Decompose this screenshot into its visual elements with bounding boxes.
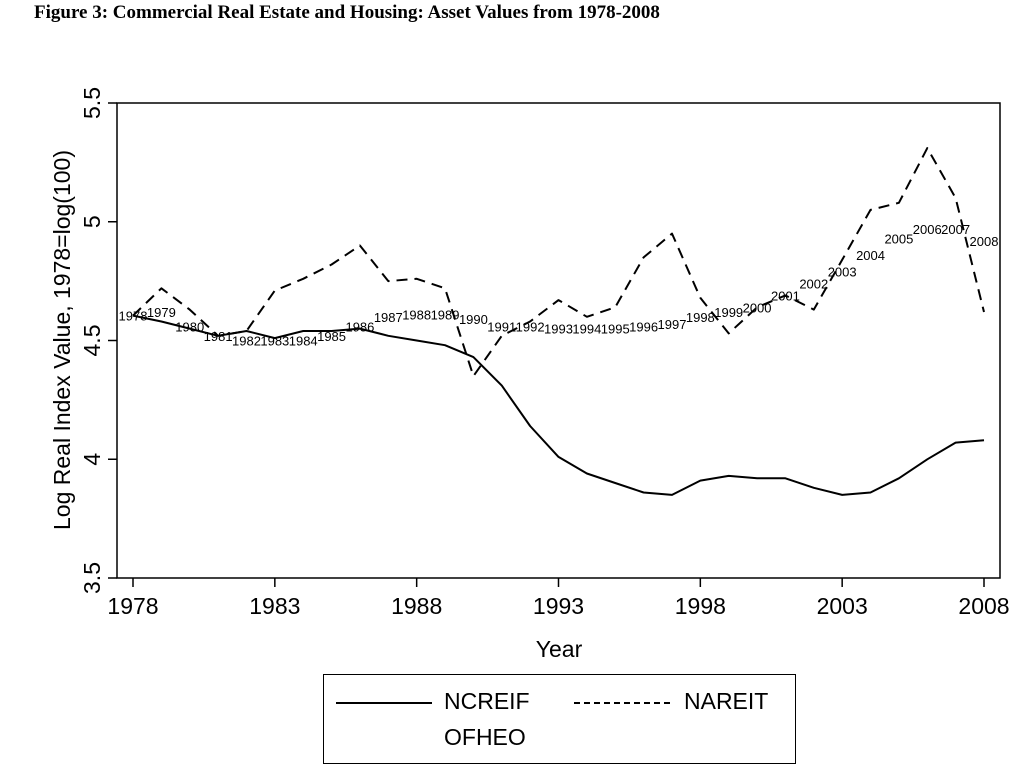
y-tick-label: 3.5 bbox=[79, 562, 105, 594]
ofheo-point-label: 1996 bbox=[629, 319, 658, 334]
ofheo-point-label: 1990 bbox=[459, 312, 488, 327]
line-chart: 1978 1983 1988 1993 1998 2003 20083.544.555.5 … bbox=[49, 87, 1010, 662]
ofheo-point-label: 2003 bbox=[828, 265, 857, 280]
ofheo-point-label: 1981 bbox=[204, 329, 233, 344]
legend-swatch-nareit bbox=[574, 702, 670, 704]
ofheo-point-label: 2008 bbox=[970, 234, 999, 249]
legend-swatch-ncreif bbox=[336, 702, 432, 704]
y-tick-label: 5.5 bbox=[79, 87, 105, 119]
ofheo-point-label: 1984 bbox=[289, 334, 318, 349]
y-tick-label: 5 bbox=[79, 215, 105, 228]
ofheo-point-label: 2004 bbox=[856, 248, 885, 263]
axis-ticks: 1978 1983 1988 1993 1998 2003 2008 3.5 4 4.5 5 5.5 bbox=[79, 87, 1010, 619]
x-tick-label: 1978 bbox=[107, 593, 158, 619]
x-tick-label: 1998 bbox=[675, 593, 726, 619]
y-axis-title: Log Real Index Value, 1978=log(100) bbox=[49, 150, 75, 530]
legend-label-nareit: NAREIT bbox=[684, 688, 769, 714]
ofheo-point-label: 2001 bbox=[771, 288, 800, 303]
ofheo-point-label: 1994 bbox=[572, 322, 601, 337]
x-tick-label: 2003 bbox=[817, 593, 868, 619]
x-tick-label: 1988 bbox=[391, 593, 442, 619]
ofheo-point-label: 2006 bbox=[913, 222, 942, 237]
ofheo-point-label: 1991 bbox=[487, 319, 516, 334]
ofheo-point-label: 1980 bbox=[175, 319, 204, 334]
chart-legend: NCREIF NAREIT OFHEO bbox=[323, 674, 796, 764]
ofheo-point-label: 2007 bbox=[941, 222, 970, 237]
ofheo-point-label: 1995 bbox=[601, 322, 630, 337]
x-tick-label: 2008 bbox=[958, 593, 1009, 619]
ofheo-point-label: 1998 bbox=[686, 310, 715, 325]
ofheo-point-label: 1992 bbox=[516, 319, 545, 334]
y-tick-label: 4 bbox=[79, 453, 105, 466]
ofheo-point-label: 1986 bbox=[345, 319, 374, 334]
x-tick-label: 1993 bbox=[533, 593, 584, 619]
ofheo-point-label: 1982 bbox=[232, 334, 261, 349]
x-tick-label: 1983 bbox=[249, 593, 300, 619]
ofheo-point-label: 2000 bbox=[743, 300, 772, 315]
ofheo-point-label: 1999 bbox=[714, 305, 743, 320]
ofheo-point-label: 1979 bbox=[147, 305, 176, 320]
ofheo-point-label: 1978 bbox=[119, 309, 148, 324]
figure-title: Figure 3: Commercial Real Estate and Hou… bbox=[34, 2, 660, 23]
ofheo-point-label: 1993 bbox=[544, 322, 573, 337]
ofheo-point-label: 1997 bbox=[658, 317, 687, 332]
legend-label-ncreif: NCREIF bbox=[444, 688, 530, 714]
series-line-nareit bbox=[132, 147, 985, 378]
series-line-ncreif bbox=[132, 314, 985, 496]
ofheo-point-label: 1988 bbox=[402, 307, 431, 322]
y-tick-label: 4.5 bbox=[79, 325, 105, 357]
ofheo-point-label: 1987 bbox=[374, 310, 403, 325]
series-lines bbox=[132, 147, 985, 496]
ofheo-point-label: 2002 bbox=[799, 277, 828, 292]
ofheo-point-label: 1983 bbox=[260, 334, 289, 349]
ofheo-point-label: 1989 bbox=[431, 307, 460, 322]
x-axis-title: Year bbox=[536, 636, 583, 662]
ofheo-point-label: 2005 bbox=[884, 231, 913, 246]
ofheo-point-label: 1985 bbox=[317, 329, 346, 344]
legend-label-ofheo: OFHEO bbox=[444, 724, 526, 750]
